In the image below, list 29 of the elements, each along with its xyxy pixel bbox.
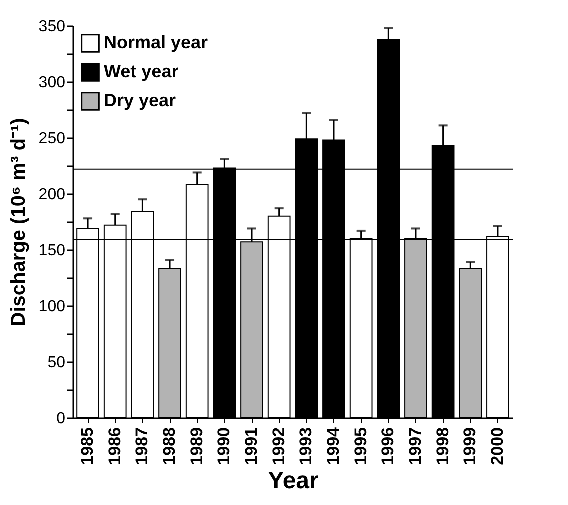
x-tick-label: 1989 (187, 428, 206, 466)
y-tick-label: 250 (38, 130, 66, 148)
y-tick-label: 350 (38, 18, 66, 36)
x-tick-label: 1987 (132, 428, 152, 466)
x-tick-label: 1994 (324, 426, 343, 466)
legend-label: Wet year (104, 62, 179, 82)
x-tick-label: 1990 (214, 428, 234, 466)
x-tick-label: 2000 (488, 428, 507, 466)
legend-label: Dry year (104, 90, 176, 110)
y-axis-title: Discharge (10⁶ m³ d⁻¹) (8, 118, 30, 327)
y-tick-label: 200 (38, 186, 66, 204)
x-tick-label: 1996 (378, 428, 398, 466)
x-tick-label: 1986 (105, 428, 124, 466)
x-tick-label: 1998 (433, 428, 452, 466)
x-tick-label: 1999 (460, 428, 480, 466)
y-tick-label: 150 (38, 242, 66, 260)
y-tick-label: 300 (38, 74, 66, 92)
x-tick-label: 1985 (78, 428, 98, 466)
legend-label: Normal year (104, 32, 208, 52)
y-tick-label: 0 (56, 410, 66, 428)
x-tick-label: 1991 (242, 428, 262, 466)
y-tick-label: 100 (38, 298, 66, 316)
x-tick-label: 1993 (296, 428, 316, 466)
x-tick-label: 1992 (269, 428, 288, 466)
x-tick-label: 1997 (406, 428, 425, 466)
x-tick-label: 1988 (160, 428, 180, 466)
y-tick-label: 50 (48, 354, 66, 372)
x-tick-label: 1995 (351, 428, 370, 466)
x-axis-title: Year (268, 467, 319, 494)
